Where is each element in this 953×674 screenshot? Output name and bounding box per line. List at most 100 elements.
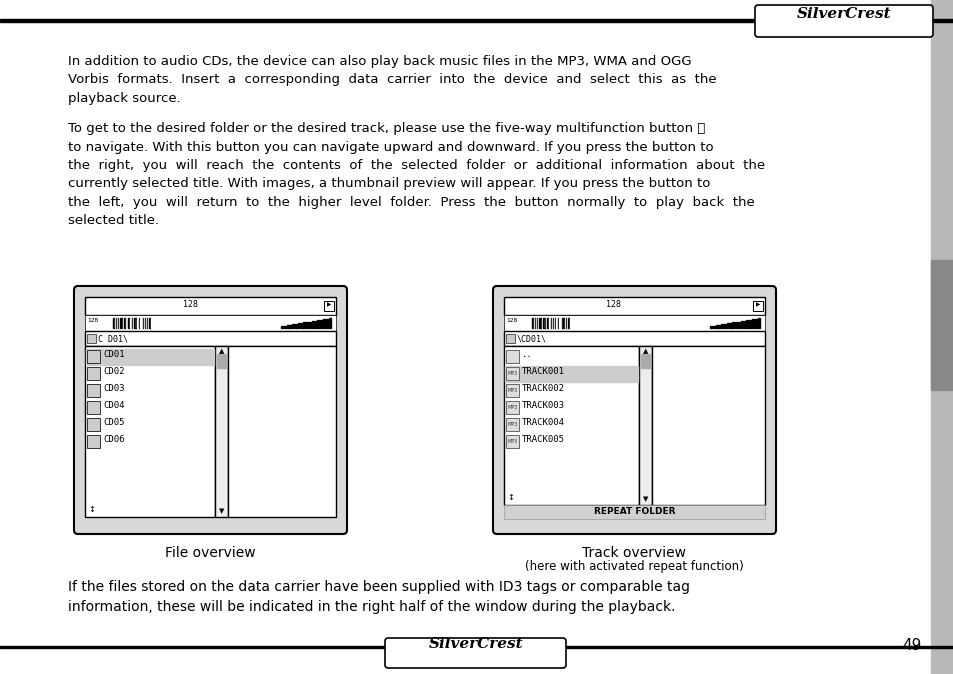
FancyBboxPatch shape (754, 5, 932, 37)
Bar (0, 646, 953, 648)
Bar (140, 318, 143, 328)
Bar (124, 318, 126, 328)
Text: REPEAT FOLDER: REPEAT FOLDER (593, 507, 675, 516)
Bar (87, 334, 96, 343)
Bar (85, 315, 335, 331)
Bar (563, 318, 565, 328)
Text: MP3: MP3 (507, 405, 517, 410)
Bar (128, 318, 130, 328)
Bar (532, 318, 534, 328)
Text: ▲: ▲ (218, 348, 224, 354)
Bar (328, 318, 331, 328)
Bar (503, 315, 764, 331)
Bar (503, 297, 764, 315)
Bar (85, 346, 214, 517)
Text: ▶: ▶ (755, 302, 760, 307)
Text: 128: 128 (87, 318, 98, 323)
Text: 128: 128 (605, 300, 620, 309)
Bar (745, 320, 747, 328)
Bar (752, 301, 762, 311)
Bar (149, 318, 151, 328)
Bar (712, 326, 714, 328)
Bar (0, 19, 953, 22)
Bar (640, 354, 649, 368)
Text: 128: 128 (183, 300, 197, 309)
Text: Track overview: Track overview (582, 546, 686, 560)
Text: MP3: MP3 (507, 439, 517, 444)
Bar (87, 418, 100, 431)
Text: CD06: CD06 (103, 435, 125, 444)
Text: MP3: MP3 (507, 422, 517, 427)
FancyBboxPatch shape (385, 638, 565, 668)
Text: \CD01\: \CD01\ (517, 334, 546, 343)
Text: CD04: CD04 (103, 401, 125, 410)
Text: ↕: ↕ (506, 493, 514, 502)
Bar (567, 318, 569, 328)
Bar (748, 319, 750, 328)
Text: File overview: File overview (165, 546, 255, 560)
Bar (505, 367, 518, 380)
Bar (87, 401, 100, 414)
Text: CD03: CD03 (103, 384, 125, 393)
Bar (556, 318, 558, 328)
Bar (718, 325, 720, 328)
Text: ↕: ↕ (88, 505, 95, 514)
Bar (505, 401, 518, 414)
Bar (709, 326, 711, 328)
Bar (538, 318, 541, 328)
Bar (324, 301, 334, 311)
Bar (742, 321, 745, 328)
Bar (137, 318, 139, 328)
Bar (505, 384, 518, 397)
Bar (503, 505, 764, 519)
Bar (286, 325, 289, 328)
Bar (503, 346, 639, 505)
Bar (549, 318, 550, 328)
Text: C D01\: C D01\ (98, 334, 128, 343)
Bar (505, 435, 518, 448)
Bar (720, 324, 722, 328)
Bar (86, 349, 213, 365)
Text: TRACK002: TRACK002 (521, 384, 564, 393)
Text: 49: 49 (902, 638, 921, 653)
Bar (740, 321, 742, 328)
Bar (757, 318, 759, 328)
Bar (715, 325, 717, 328)
Bar (558, 318, 561, 328)
Bar (503, 331, 764, 346)
Bar (326, 319, 328, 328)
FancyBboxPatch shape (74, 286, 347, 534)
Text: ..: .. (521, 350, 532, 359)
Bar (216, 354, 226, 368)
Bar (85, 331, 335, 346)
Bar (323, 319, 325, 328)
Bar (754, 319, 756, 328)
Text: ▶: ▶ (327, 302, 331, 307)
Bar (505, 350, 518, 363)
Bar (547, 318, 549, 328)
Bar (130, 318, 132, 328)
Bar (87, 435, 100, 448)
Bar (726, 324, 728, 328)
Text: CD05: CD05 (103, 418, 125, 427)
Text: SilverCrest: SilverCrest (428, 637, 523, 651)
Bar (639, 346, 651, 505)
Bar (651, 346, 764, 505)
Text: 128: 128 (505, 318, 517, 323)
Bar (930, 0, 953, 674)
Bar (729, 323, 731, 328)
Text: CD01: CD01 (103, 350, 125, 359)
Bar (535, 318, 537, 328)
Bar (292, 324, 294, 328)
Bar (294, 324, 296, 328)
Text: ▼: ▼ (218, 508, 224, 514)
Bar (738, 321, 740, 328)
Bar (303, 322, 305, 328)
Text: TRACK003: TRACK003 (521, 401, 564, 410)
Text: To get to the desired folder or the desired track, please use the five-way multi: To get to the desired folder or the desi… (68, 122, 764, 228)
Bar (214, 346, 228, 517)
Text: SilverCrest: SilverCrest (796, 7, 890, 21)
Bar (505, 418, 518, 431)
Bar (314, 321, 316, 328)
Bar (116, 318, 118, 328)
